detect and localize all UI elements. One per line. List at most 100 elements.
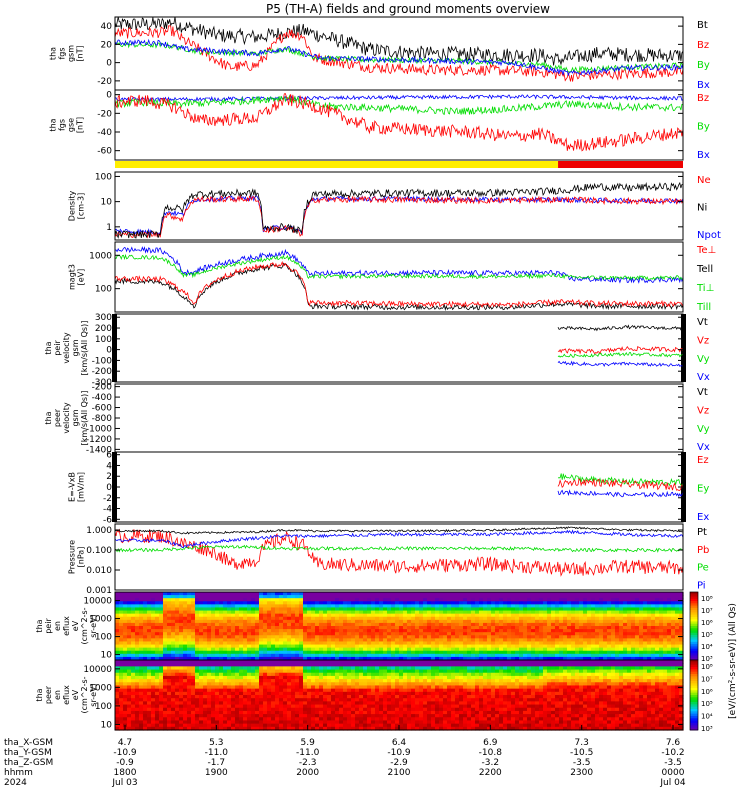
- spectrogram-cell: [583, 592, 588, 596]
- spectrogram-cell: [383, 632, 388, 636]
- spectrogram-cell: [451, 613, 456, 618]
- spectrogram-cell: [483, 604, 488, 609]
- spectrogram-cell: [455, 595, 460, 599]
- spectrogram-cell: [163, 653, 168, 658]
- spectrogram-cell: [235, 601, 240, 605]
- spectrogram-cell: [407, 619, 412, 624]
- spectrogram-cell: [183, 601, 188, 605]
- spectrogram-cell: [287, 622, 292, 627]
- spectrogram-cell: [235, 701, 240, 706]
- spectrogram-cell: [131, 666, 136, 671]
- spectrogram-cell: [343, 669, 348, 674]
- spectrogram-cell: [435, 635, 440, 639]
- spectrogram-cell: [255, 660, 260, 664]
- spectrogram-cell: [635, 647, 640, 652]
- spectrogram-cell: [431, 604, 436, 609]
- spectrogram-cell: [319, 616, 324, 621]
- spectrogram-cell: [467, 604, 472, 609]
- spectrogram-cell: [187, 638, 192, 643]
- spectrogram-cell: [319, 626, 324, 630]
- spectrogram-cell: [335, 663, 340, 667]
- spectrogram-cell: [455, 635, 460, 639]
- spectrogram-cell: [187, 656, 192, 661]
- spectrogram-cell: [163, 663, 168, 667]
- spectrogram-cell: [443, 641, 448, 646]
- spectrogram-cell: [131, 629, 136, 633]
- spectrogram-cell: [291, 629, 296, 633]
- spectrogram-cell: [359, 701, 364, 706]
- spectrogram-cell: [323, 598, 328, 602]
- spectrogram-cell: [379, 641, 384, 646]
- spectrogram-cell: [503, 616, 508, 621]
- spectrogram-cell: [327, 592, 332, 596]
- spectrogram-cell: [579, 641, 584, 646]
- spectrogram-cell: [147, 638, 152, 643]
- spectrogram-cell: [391, 610, 396, 615]
- spectrogram-cell: [259, 595, 264, 599]
- spectrogram-cell: [531, 656, 536, 661]
- spectrogram-cell: [275, 660, 280, 664]
- spectrogram-cell: [339, 650, 344, 655]
- spectrogram-cell: [539, 616, 544, 621]
- spectrogram-cell: [523, 619, 528, 624]
- spectrogram-cell: [399, 710, 404, 715]
- spectrogram-cell: [251, 598, 256, 602]
- spectrogram-cell: [631, 650, 636, 655]
- spectrogram-cell: [151, 726, 156, 731]
- spectrogram-cell: [627, 592, 632, 596]
- spectrogram-cell: [303, 679, 308, 683]
- spectrogram-cell: [319, 601, 324, 605]
- spectrogram-cell: [483, 610, 488, 615]
- spectrogram-cell: [583, 601, 588, 605]
- spectrogram-cell: [131, 613, 136, 618]
- spectrogram-cell: [211, 650, 216, 655]
- spectrogram-cell: [375, 717, 380, 722]
- spectrogram-cell: [515, 653, 520, 658]
- spectrogram-cell: [591, 622, 596, 627]
- spectrogram-cell: [419, 653, 424, 658]
- spectrogram-cell: [139, 604, 144, 609]
- spectrogram-cell: [311, 691, 316, 696]
- y-axis-label: tha peir en eflux eV (cm^2-s-sr-eV): [35, 607, 98, 644]
- spectrogram-cell: [199, 663, 204, 667]
- spectrogram-cell: [203, 647, 208, 652]
- spectrogram-cell: [667, 644, 672, 649]
- spectrogram-cell: [615, 629, 620, 633]
- spectrogram-cell: [327, 717, 332, 722]
- spectrogram-cell: [339, 632, 344, 636]
- spectrogram-cell: [143, 726, 148, 731]
- spectrogram-cell: [227, 595, 232, 599]
- spectrogram-cell: [355, 707, 360, 712]
- spectrogram-cell: [319, 710, 324, 715]
- spectrogram-cell: [315, 688, 320, 693]
- spectrogram-cell: [399, 714, 404, 718]
- spectrogram-cell: [503, 610, 508, 615]
- spectrogram-cell: [643, 656, 648, 661]
- spectrogram-cell: [475, 604, 480, 609]
- spectrogram-cell: [679, 601, 684, 605]
- spectrogram-cell: [147, 707, 152, 712]
- spectrogram-cell: [171, 688, 176, 693]
- spectrogram-cell: [435, 650, 440, 655]
- spectrogram-cell: [459, 610, 464, 615]
- spectrogram-cell: [495, 641, 500, 646]
- spectrogram-cell: [591, 626, 596, 630]
- spectrogram-cell: [203, 656, 208, 661]
- spectrogram-cell: [579, 604, 584, 609]
- spectrogram-cell: [219, 695, 224, 699]
- spectrogram-cell: [351, 632, 356, 636]
- y-axis-label-line: Density: [68, 191, 77, 222]
- spectrogram-cell: [239, 613, 244, 618]
- spectrogram-cell: [235, 710, 240, 715]
- spectrogram-cell: [491, 616, 496, 621]
- spectrogram-cell: [655, 644, 660, 649]
- spectrogram-cell: [391, 710, 396, 715]
- spectrogram-cell: [227, 717, 232, 722]
- spectrogram-cell: [383, 714, 388, 718]
- spectrogram-cell: [171, 650, 176, 655]
- spectrogram-cell: [355, 607, 360, 612]
- spectrogram-cell: [267, 682, 272, 687]
- spectrogram-cell: [679, 653, 684, 658]
- spectrogram-cell: [519, 638, 524, 643]
- spectrogram-cell: [287, 595, 292, 599]
